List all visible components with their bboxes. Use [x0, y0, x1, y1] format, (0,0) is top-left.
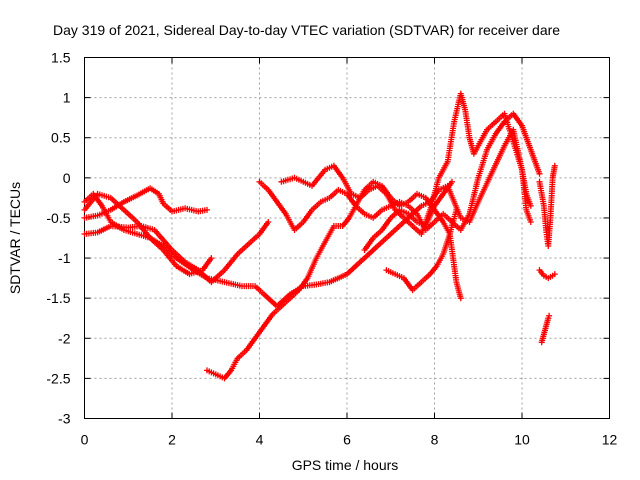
data-point-markers — [278, 90, 534, 237]
axis-ticks — [84, 57, 610, 419]
series-track-8 — [383, 206, 460, 294]
data-point-markers — [538, 312, 553, 346]
data-point-markers — [536, 267, 558, 282]
y-tick-label: -3 — [58, 411, 71, 427]
data-point-markers — [361, 178, 455, 253]
x-tick-label: 6 — [343, 432, 351, 448]
data-point-markers — [81, 190, 215, 278]
grid-lines — [84, 57, 610, 419]
series-track-7 — [278, 90, 534, 237]
data-point-markers — [383, 206, 460, 294]
y-tick-label: 0 — [63, 170, 71, 186]
x-tick-label: 4 — [256, 432, 264, 448]
series-track-4 — [81, 190, 215, 278]
y-tick-labels: -3 -2.5 -2 -1.5 -1 -0.5 0 0.5 1 1.5 — [46, 50, 70, 427]
y-tick-label: 1 — [63, 90, 71, 106]
y-tick-label: -2 — [58, 330, 71, 346]
series-track-10 — [536, 162, 558, 249]
series-track-2 — [81, 185, 210, 221]
x-tick-label: 8 — [431, 432, 439, 448]
x-axis-label: GPS time / hours — [292, 457, 399, 473]
y-tick-label: -0.5 — [46, 210, 70, 226]
x-tick-label: 12 — [602, 432, 618, 448]
x-tick-label: 0 — [81, 432, 89, 448]
series-track-9 — [361, 178, 455, 253]
data-point-markers — [81, 185, 210, 221]
x-tick-label: 10 — [514, 432, 530, 448]
y-tick-label: 0.5 — [51, 130, 71, 146]
series-track-6 — [256, 110, 543, 233]
data-point-markers — [256, 110, 543, 233]
x-tick-label: 2 — [168, 432, 176, 448]
y-axis-label: SDTVAR / TECUs — [7, 182, 23, 294]
series-track-11 — [536, 267, 558, 282]
y-tick-label: -2.5 — [46, 370, 70, 386]
data-point-markers — [536, 162, 558, 249]
x-tick-labels: 0 2 4 6 8 10 12 — [81, 432, 618, 448]
data-point-markers — [81, 219, 272, 286]
series-track-1 — [81, 219, 272, 286]
y-tick-label: -1 — [58, 250, 71, 266]
series-track-12 — [538, 312, 553, 346]
chart-title: Day 319 of 2021, Sidereal Day-to-day VTE… — [53, 22, 560, 38]
y-tick-label: 1.5 — [51, 50, 71, 66]
data-series — [81, 90, 558, 382]
y-tick-label: -1.5 — [46, 290, 70, 306]
